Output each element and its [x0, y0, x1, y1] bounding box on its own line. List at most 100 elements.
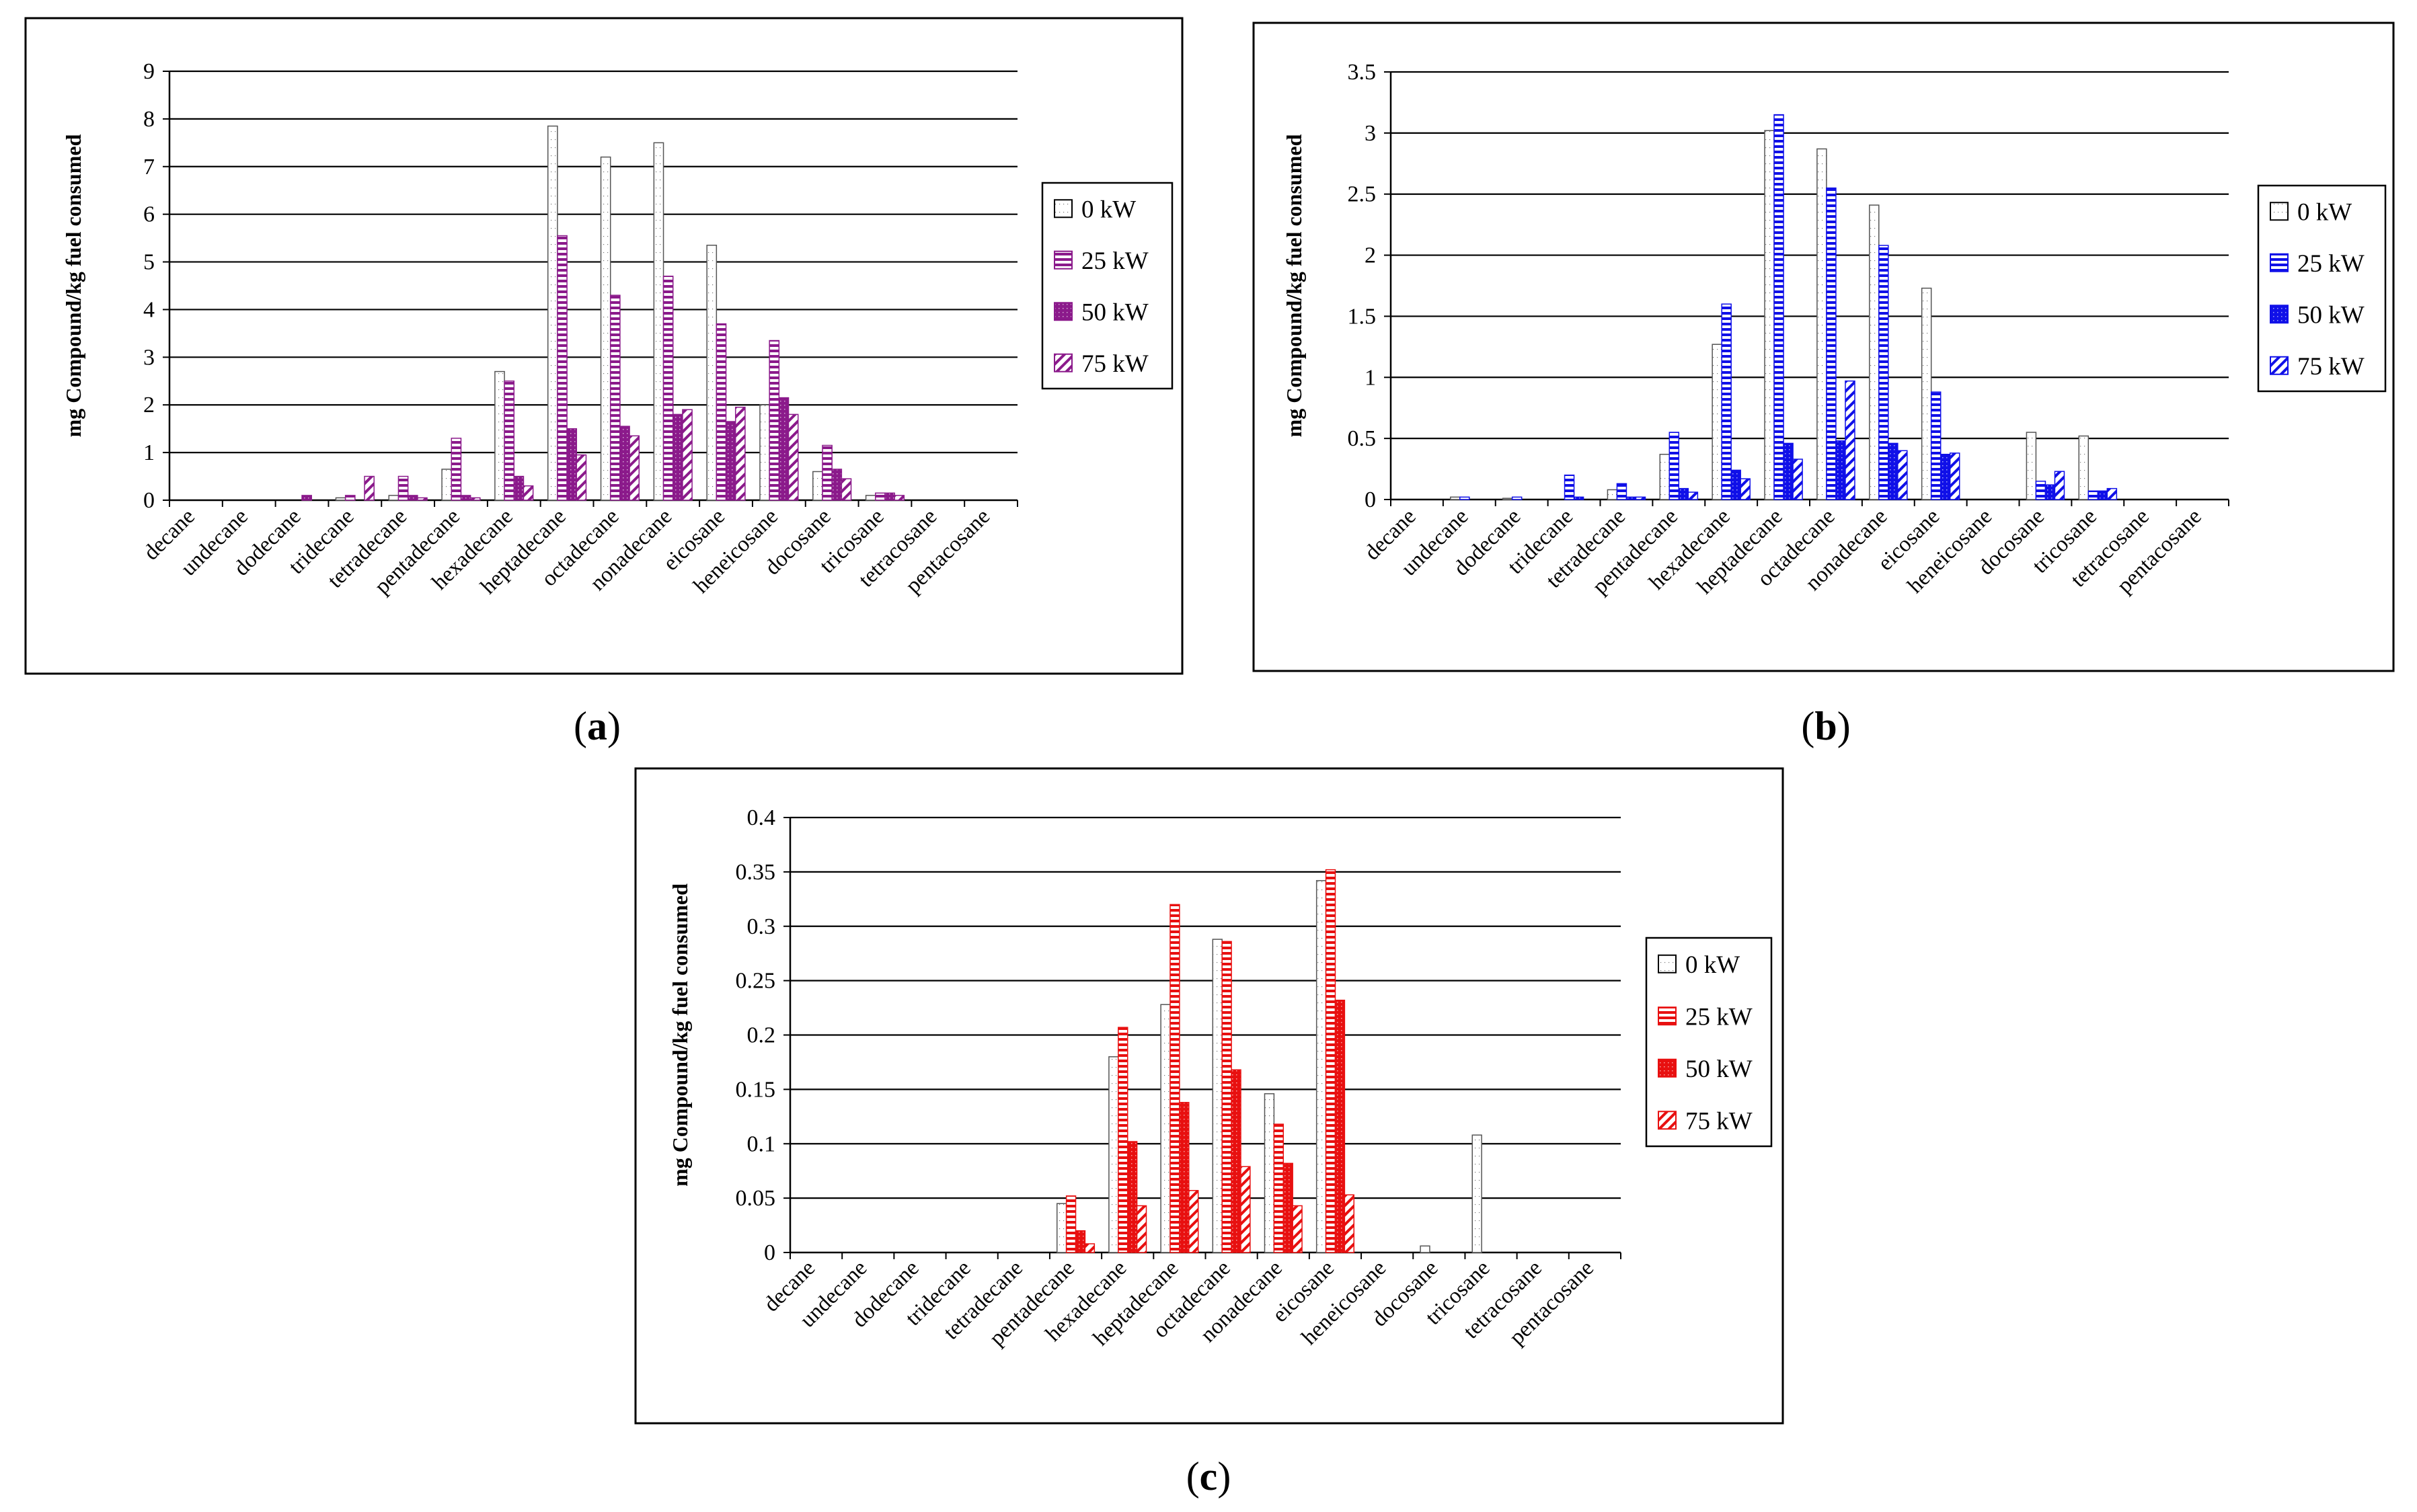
bar-25kw-tricosane: [875, 492, 886, 501]
bar-50kw-hexadecane: [513, 475, 525, 501]
bar-0kw-docosane: [2026, 432, 2037, 500]
bar-75kw-octadecane: [629, 435, 640, 501]
bar-75kw-pentadecane: [1084, 1243, 1096, 1253]
bar-25kw-pentadecane: [1065, 1195, 1077, 1253]
bar-50kw-eicosane: [725, 421, 736, 501]
bar-0kw-pentadecane: [1056, 1203, 1067, 1253]
bar-75kw-heptadecane: [1792, 459, 1803, 500]
bar-25kw-heptadecane: [1169, 904, 1180, 1253]
bar-0kw-tetradecane: [388, 495, 399, 501]
bar-25kw-nonadecane: [662, 276, 674, 501]
bar-25kw-tridecane: [1564, 474, 1575, 500]
bar-50kw-tetradecane: [407, 495, 418, 501]
chart-panel-c: 0 0.05 0.1 0.15 0.2 0.25 0.3 0.35 0.4 mg Compound…: [634, 767, 1784, 1499]
bar-75kw-heptadecane: [1188, 1190, 1199, 1253]
bar-25kw-octadecane: [1826, 187, 1837, 500]
y-tick-label: 0.3: [747, 914, 776, 939]
bar-50kw-octadecane: [1835, 440, 1846, 500]
legend-label: 25 kW: [1685, 1003, 1753, 1031]
bar-75kw-docosane: [841, 478, 852, 501]
legend-label: 50 kW: [2297, 301, 2365, 329]
bar-0kw-octadecane: [1212, 939, 1223, 1253]
bar-0kw-heneicosane: [759, 404, 770, 501]
y-tick-label: 5: [143, 250, 155, 275]
bar-50kw-pentadecane: [1678, 487, 1689, 500]
bar-0kw-eicosane: [1921, 287, 1932, 500]
bar-0kw-tridecane: [335, 497, 346, 501]
bar-75kw-octadecane: [1845, 380, 1855, 500]
y-tick-label: 2: [143, 393, 155, 417]
bar-50kw-nonadecane: [1888, 442, 1898, 500]
bar-75kw-tetradecane: [417, 497, 428, 501]
y-tick-label: 0: [143, 488, 155, 513]
bar-25kw-tetradecane: [397, 475, 409, 501]
bar-25kw-docosane: [2035, 480, 2046, 500]
bar-75kw-docosane: [2054, 471, 2065, 500]
y-tick-label: 0.25: [736, 969, 776, 994]
bar-75kw-pentadecane: [1687, 491, 1699, 500]
legend-label: 25 kW: [2297, 250, 2365, 278]
bar-0kw-pentadecane: [1659, 454, 1671, 500]
bar-25kw-octadecane: [609, 294, 621, 501]
bar-25kw-tetradecane: [1616, 483, 1627, 500]
bar-25kw-eicosane: [1930, 391, 1942, 500]
bar-0kw-docosane: [1420, 1245, 1430, 1253]
bar-0kw-hexadecane: [494, 370, 505, 501]
bar-0kw-hexadecane: [1108, 1056, 1119, 1253]
bar-25kw-hexadecane: [1118, 1027, 1128, 1253]
bar-0kw-heptadecane: [1160, 1004, 1171, 1253]
bar-75kw-nonadecane: [1897, 450, 1908, 500]
bar-25kw-nonadecane: [1878, 245, 1889, 500]
legend-swatch: [1054, 353, 1073, 372]
legend-label: 50 kW: [1081, 299, 1149, 326]
y-tick-label: 3: [1365, 121, 1376, 146]
y-axis-title: mg Compound/kg fuel consumed: [668, 883, 692, 1187]
legend-label: 0 kW: [1685, 951, 1740, 979]
bar-50kw-pentadecane: [1075, 1230, 1086, 1253]
y-tick-label: 0: [764, 1240, 775, 1265]
legend: 0 kW 25 kW 50 kW 75 kW: [1041, 182, 1174, 390]
y-tick-label: 0.4: [747, 805, 776, 830]
bar-0kw-heptadecane: [1764, 130, 1775, 500]
y-tick-label: 2.5: [1348, 182, 1377, 207]
y-tick-label: 3.5: [1348, 60, 1377, 85]
bar-75kw-heneicosane: [788, 413, 799, 501]
bar-0kw-octadecane: [600, 156, 611, 501]
bar-50kw-heptadecane: [566, 428, 578, 501]
bar-0kw-dodecane: [1502, 498, 1513, 500]
bar-25kw-heptadecane: [557, 235, 568, 501]
bar-25kw-octadecane: [1221, 941, 1232, 1253]
bar-0kw-docosane: [812, 471, 823, 501]
legend-swatch: [2270, 356, 2289, 375]
bar-0kw-nonadecane: [1869, 204, 1880, 500]
y-tick-label: 2: [1365, 243, 1376, 268]
bar-75kw-heptadecane: [576, 454, 587, 501]
legend-swatch: [2270, 253, 2289, 272]
bar-0kw-undecane: [1450, 496, 1461, 500]
y-tick-label: 4: [143, 297, 155, 322]
bar-25kw-pentadecane: [1668, 432, 1680, 500]
bar-50kw-tricosane: [2097, 490, 2108, 500]
legend-swatch: [1658, 1111, 1677, 1130]
y-tick-label: 1: [1365, 365, 1376, 390]
bar-50kw-octadecane: [619, 426, 630, 501]
chart-panel-b: 0 0.5 1 1.5 2 2.5 3 3.5 mg Compound/kg fuel cons…: [1252, 22, 2395, 748]
y-tick-label: 1.5: [1348, 304, 1377, 329]
y-tick-label: 0.35: [736, 860, 776, 885]
legend-label: 0 kW: [1081, 196, 1136, 223]
legend-swatch: [2270, 202, 2289, 221]
bar-50kw-tetradecane: [1625, 496, 1637, 500]
bar-25kw-tridecane: [344, 495, 356, 501]
bar-75kw-tricosane: [2106, 487, 2118, 500]
bar-75kw-hexadecane: [523, 485, 534, 501]
bar-0kw-nonadecane: [1264, 1093, 1275, 1253]
y-tick-label: 3: [143, 345, 155, 370]
bar-75kw-octadecane: [1240, 1166, 1251, 1253]
y-tick-label: 0.1: [747, 1131, 776, 1156]
bar-75kw-eicosane: [1344, 1194, 1355, 1253]
bar-50kw-heptadecane: [1179, 1102, 1190, 1253]
panel-caption: (a): [574, 704, 621, 748]
bar-0kw-eicosane: [706, 244, 718, 501]
